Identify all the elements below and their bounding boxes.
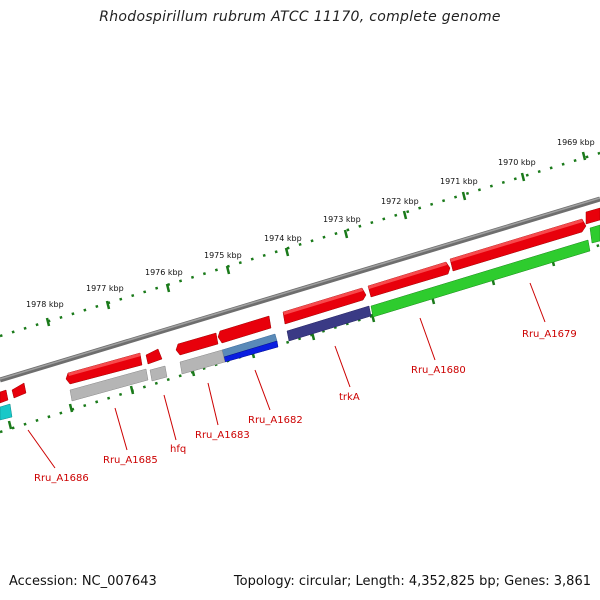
gene-label: Rru_A1686 (34, 473, 89, 484)
major-tick (284, 247, 290, 257)
cds-feature-green[interactable] (370, 239, 591, 318)
major-tick (7, 420, 13, 430)
kbp-label: 1974 kbp (264, 234, 302, 243)
genome-backbone-highlight (0, 197, 600, 380)
kbp-label: 1971 kbp (440, 177, 478, 186)
gene-arrow-forward[interactable] (585, 207, 600, 225)
major-tick (402, 210, 408, 220)
genome-summary: Topology: circular; Length: 4,352,825 bp… (233, 574, 591, 589)
cds-feature-grey[interactable] (69, 368, 149, 402)
kbp-label: 1978 kbp (26, 300, 64, 309)
accession-text: Accession: NC_007643 (9, 574, 157, 589)
label-leader (27, 429, 56, 469)
kbp-label: 1976 kbp (145, 268, 183, 277)
label-leader (334, 345, 351, 388)
label-leader (529, 282, 546, 323)
label-leader (114, 407, 128, 451)
cds-feature-navy[interactable] (286, 305, 372, 342)
gene-label: Rru_A1679 (522, 329, 577, 340)
major-tick (343, 229, 349, 239)
major-tick (581, 151, 587, 161)
major-tick (45, 317, 51, 327)
major-tick (165, 283, 171, 293)
kbp-label: 1975 kbp (204, 251, 242, 260)
gene-label: Rru_A1683 (195, 430, 250, 441)
major-tick (461, 191, 467, 201)
label-leader (163, 394, 177, 441)
label-leader (207, 382, 219, 426)
kbp-label: 1977 kbp (86, 284, 124, 293)
major-tick (129, 385, 135, 395)
gene-arrow-forward[interactable] (175, 332, 219, 356)
gene-label: Rru_A1685 (103, 455, 158, 466)
major-tick (520, 172, 526, 182)
gene-arrow-forward[interactable] (11, 382, 27, 399)
outer-scale-ring (0, 151, 600, 338)
cds-feature-grey[interactable] (179, 349, 226, 375)
map-title: Rhodospirillum rubrum ATCC 11170, comple… (99, 9, 501, 25)
label-leader (254, 369, 271, 411)
inner-scale-ring (0, 243, 600, 434)
cds-feature-cyan[interactable] (0, 403, 13, 421)
label-leader (419, 317, 436, 361)
kbp-label: 1972 kbp (381, 197, 419, 206)
major-tick (68, 403, 74, 413)
kbp-label: 1970 kbp (498, 158, 536, 167)
gene-arrow-forward[interactable] (217, 315, 272, 344)
kbp-label: 1969 kbp (557, 138, 595, 147)
gene-label: Rru_A1680 (411, 365, 466, 376)
major-tick (370, 313, 376, 323)
gene-label: Rru_A1682 (248, 415, 303, 426)
kbp-label: 1973 kbp (323, 215, 361, 224)
major-tick (105, 300, 111, 310)
genome-backbone (0, 196, 600, 383)
cds-feature-grey[interactable] (149, 365, 168, 382)
cds-feature-green[interactable] (589, 224, 600, 244)
gene-label: trkA (339, 392, 360, 403)
gene-arrow-forward[interactable] (0, 389, 9, 404)
major-tick (225, 265, 231, 275)
gene-arrow-forward[interactable] (145, 348, 163, 365)
gene-label: hfq (170, 444, 186, 455)
